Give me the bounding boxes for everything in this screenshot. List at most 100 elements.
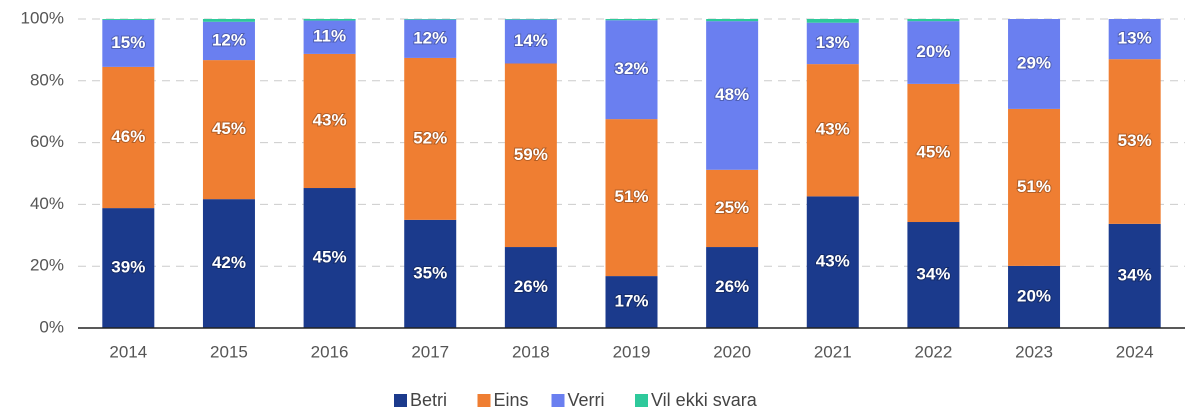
y-tick-label: 60% <box>30 132 64 151</box>
bar-segment <box>706 247 759 328</box>
bar-segment <box>605 276 658 328</box>
bar-segment <box>404 19 457 20</box>
bar-segment <box>102 208 155 328</box>
value-label: 29% <box>1017 53 1051 72</box>
bar-segment <box>404 219 457 328</box>
value-label: 35% <box>413 263 447 282</box>
bar-segment <box>806 64 859 197</box>
x-tick-label: 2023 <box>1015 342 1053 361</box>
bar-segment <box>907 21 960 84</box>
bar-segment <box>504 19 557 64</box>
legend-label: Vil ekki svara <box>651 390 758 410</box>
value-label: 59% <box>514 145 548 164</box>
x-tick-label: 2014 <box>109 342 147 361</box>
bar-segment <box>1008 19 1061 109</box>
legend-label: Betri <box>410 390 447 410</box>
value-label: 20% <box>1017 286 1051 305</box>
bar-segment <box>1008 265 1061 328</box>
value-label: 13% <box>1118 29 1152 48</box>
legend-label: Eins <box>494 390 529 410</box>
legend-swatch <box>635 394 648 407</box>
bar-segment <box>303 53 356 189</box>
bar-segment <box>202 19 255 22</box>
bar-segment <box>102 19 155 20</box>
legend-swatch <box>551 394 565 407</box>
y-tick-label: 80% <box>30 70 64 89</box>
value-label: 20% <box>916 42 950 61</box>
value-label: 51% <box>614 187 648 206</box>
bar-segment <box>706 21 759 170</box>
value-label: 11% <box>313 27 346 46</box>
legend-label: Verri <box>568 390 605 410</box>
value-label: 13% <box>816 33 850 52</box>
value-label: 51% <box>1017 177 1051 196</box>
value-label: 53% <box>1118 131 1152 150</box>
x-tick-label: 2015 <box>210 342 248 361</box>
bar-segment <box>504 63 557 248</box>
x-tick-label: 2022 <box>914 342 952 361</box>
bar-segment <box>303 19 356 21</box>
x-tick-label: 2018 <box>512 342 550 361</box>
bar-segment <box>605 19 658 21</box>
y-tick-label: 0% <box>39 317 64 336</box>
y-tick-label: 40% <box>30 194 64 213</box>
value-label: 43% <box>313 110 347 129</box>
bar-segment <box>404 57 457 220</box>
value-label: 26% <box>514 277 548 296</box>
bar-segment <box>605 119 658 277</box>
value-label: 45% <box>313 247 347 266</box>
value-label: 12% <box>413 28 447 47</box>
value-label: 45% <box>212 119 246 138</box>
value-label: 43% <box>816 252 850 271</box>
value-label: 34% <box>1118 265 1152 284</box>
value-label: 15% <box>111 33 145 52</box>
bar-segment <box>504 247 557 328</box>
y-tick-label: 20% <box>30 256 64 275</box>
bar-segment <box>907 222 960 328</box>
bar-segment <box>907 19 960 22</box>
bar-segment <box>504 19 557 20</box>
legend-swatch <box>477 394 491 407</box>
bar-segment <box>806 22 859 65</box>
value-label: 32% <box>614 59 648 78</box>
value-label: 17% <box>614 292 648 311</box>
value-label: 34% <box>916 264 950 283</box>
x-tick-label: 2021 <box>814 342 852 361</box>
bar-segment <box>404 19 457 58</box>
value-label: 48% <box>715 85 749 104</box>
bar-segment <box>102 66 155 209</box>
x-tick-label: 2019 <box>613 342 651 361</box>
legend-swatch <box>394 394 407 407</box>
bar-segment <box>1108 223 1161 328</box>
bar-segment <box>1108 19 1161 60</box>
x-tick-label: 2020 <box>713 342 751 361</box>
bar-segment <box>806 196 859 328</box>
bar-segment <box>706 169 759 248</box>
x-tick-label: 2016 <box>311 342 349 361</box>
bar-segment <box>605 20 658 120</box>
bar-segment <box>202 21 255 61</box>
bar-segment <box>303 20 356 54</box>
bar-segment <box>907 83 960 223</box>
y-tick-label: 100% <box>21 8 64 27</box>
bar-segment <box>1108 59 1161 224</box>
bar-segment <box>102 19 155 67</box>
value-label: 43% <box>816 120 850 139</box>
bar-segment <box>202 199 255 328</box>
value-label: 14% <box>514 31 548 50</box>
bar-segment <box>303 188 356 328</box>
x-tick-label: 2024 <box>1116 342 1154 361</box>
value-label: 39% <box>111 258 145 277</box>
value-label: 12% <box>212 30 246 49</box>
bar-segment <box>706 19 759 22</box>
value-label: 45% <box>916 142 950 161</box>
value-label: 52% <box>413 128 447 147</box>
bar-segment <box>202 60 255 200</box>
value-label: 42% <box>212 253 246 272</box>
x-tick-label: 2017 <box>411 342 449 361</box>
value-label: 26% <box>715 277 749 296</box>
bar-segment <box>806 19 859 23</box>
bar-segment <box>1008 108 1061 266</box>
value-label: 25% <box>715 198 749 217</box>
